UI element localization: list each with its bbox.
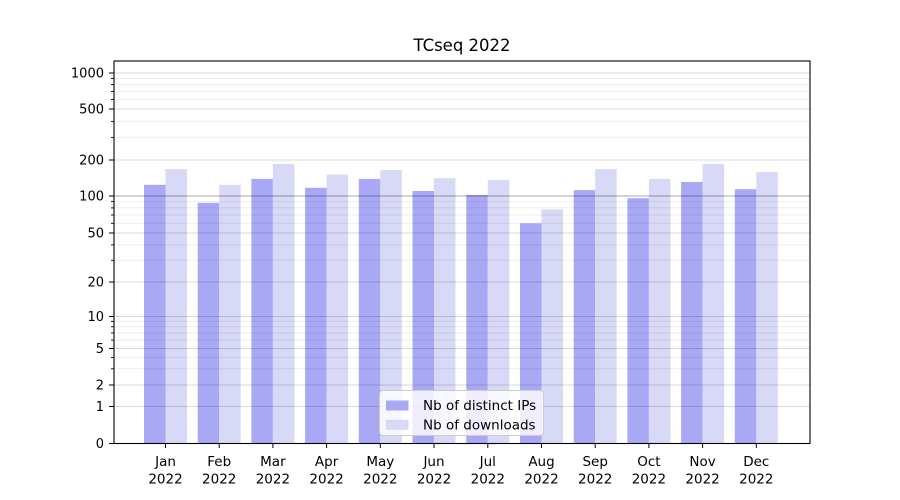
x-tick-label-year-aug: 2022 — [524, 472, 558, 488]
y-tick-label-1: 1 — [96, 400, 104, 415]
bar-mar-distinct-ips — [251, 178, 273, 444]
x-tick-label-month-sep: Sep — [582, 454, 607, 470]
y-tick-label-10: 10 — [87, 310, 104, 325]
bar-sep-downloads — [595, 169, 617, 444]
x-tick-label-year-mar: 2022 — [256, 472, 290, 488]
y-tick-label-1000: 1000 — [71, 67, 104, 82]
bar-sep-distinct-ips — [573, 190, 596, 444]
bar-oct-distinct-ips — [627, 198, 649, 444]
x-tick-label-month-aug: Aug — [528, 454, 554, 470]
bar-feb-downloads — [219, 184, 241, 444]
chart-title: TCseq 2022 — [412, 36, 510, 55]
x-tick-label-year-dec: 2022 — [739, 472, 773, 488]
x-tick-label-year-apr: 2022 — [309, 472, 343, 488]
x-tick-label-month-apr: Apr — [315, 454, 339, 470]
legend: Nb of distinct IPs Nb of downloads — [379, 390, 544, 436]
y-tick-label-5: 5 — [96, 342, 104, 357]
bar-jul-distinct-ips — [466, 195, 488, 444]
legend-swatch-downloads — [386, 419, 409, 430]
x-tick-label-year-feb: 2022 — [202, 472, 236, 488]
bar-jan-downloads — [165, 169, 187, 444]
x-tick-label-year-nov: 2022 — [685, 472, 719, 488]
legend-box — [379, 390, 544, 436]
bars-group — [144, 164, 778, 444]
y-tick-label-0: 0 — [96, 437, 104, 452]
bar-may-downloads — [380, 170, 402, 444]
bar-nov-downloads — [702, 164, 725, 444]
bar-apr-distinct-ips — [305, 187, 327, 444]
y-tick-label-50: 50 — [87, 227, 104, 242]
bar-jun-distinct-ips — [412, 191, 434, 444]
x-tick-label-month-dec: Dec — [743, 454, 769, 470]
y-tick-label-2: 2 — [96, 379, 104, 394]
x-tick-label-month-oct: Oct — [637, 454, 660, 470]
y-tick-label-200: 200 — [79, 154, 104, 169]
bar-feb-distinct-ips — [197, 202, 220, 444]
x-tick-label-month-mar: Mar — [260, 454, 286, 470]
bar-oct-downloads — [648, 178, 671, 444]
y-tick-label-100: 100 — [79, 190, 104, 205]
bar-aug-downloads — [541, 209, 563, 444]
bar-nov-distinct-ips — [681, 182, 703, 444]
x-tick-label-year-sep: 2022 — [578, 472, 612, 488]
x-axis: Jan 2022 Feb 2022 Mar 2022 Apr 2022 May 2022 Jun 20… — [148, 443, 773, 488]
bar-dec-downloads — [756, 171, 778, 444]
x-tick-label-month-nov: Nov — [689, 454, 715, 470]
bar-jul-downloads — [487, 180, 510, 444]
legend-label-downloads: Nb of downloads — [423, 417, 536, 433]
bar-aug-distinct-ips — [520, 223, 542, 444]
bar-mar-downloads — [272, 164, 295, 444]
y-axis: 0 1 2 5 10 20 50 100 200 500 1000 — [71, 67, 114, 452]
x-tick-label-year-jan: 2022 — [148, 472, 182, 488]
gridlines — [114, 72, 810, 407]
bar-jun-downloads — [434, 178, 456, 444]
x-tick-label-year-jul: 2022 — [471, 472, 505, 488]
bar-apr-downloads — [326, 174, 349, 444]
x-tick-label-year-may: 2022 — [363, 472, 397, 488]
x-tick-label-month-jun: Jun — [422, 454, 444, 470]
bar-dec-distinct-ips — [734, 189, 757, 444]
bar-jan-distinct-ips — [144, 184, 166, 444]
y-tick-label-20: 20 — [87, 276, 104, 291]
legend-swatch-distinct-ips — [386, 400, 409, 411]
x-tick-label-year-jun: 2022 — [417, 472, 451, 488]
x-tick-label-month-feb: Feb — [207, 454, 231, 470]
legend-label-distinct-ips: Nb of distinct IPs — [423, 398, 536, 414]
x-tick-label-month-jul: Jul — [479, 454, 496, 470]
bar-may-distinct-ips — [358, 178, 381, 444]
plot-border — [113, 60, 811, 445]
x-tick-label-year-oct: 2022 — [632, 472, 666, 488]
x-tick-label-month-may: May — [366, 454, 394, 470]
y-tick-label-500: 500 — [79, 103, 104, 118]
x-tick-label-month-jan: Jan — [154, 454, 176, 470]
